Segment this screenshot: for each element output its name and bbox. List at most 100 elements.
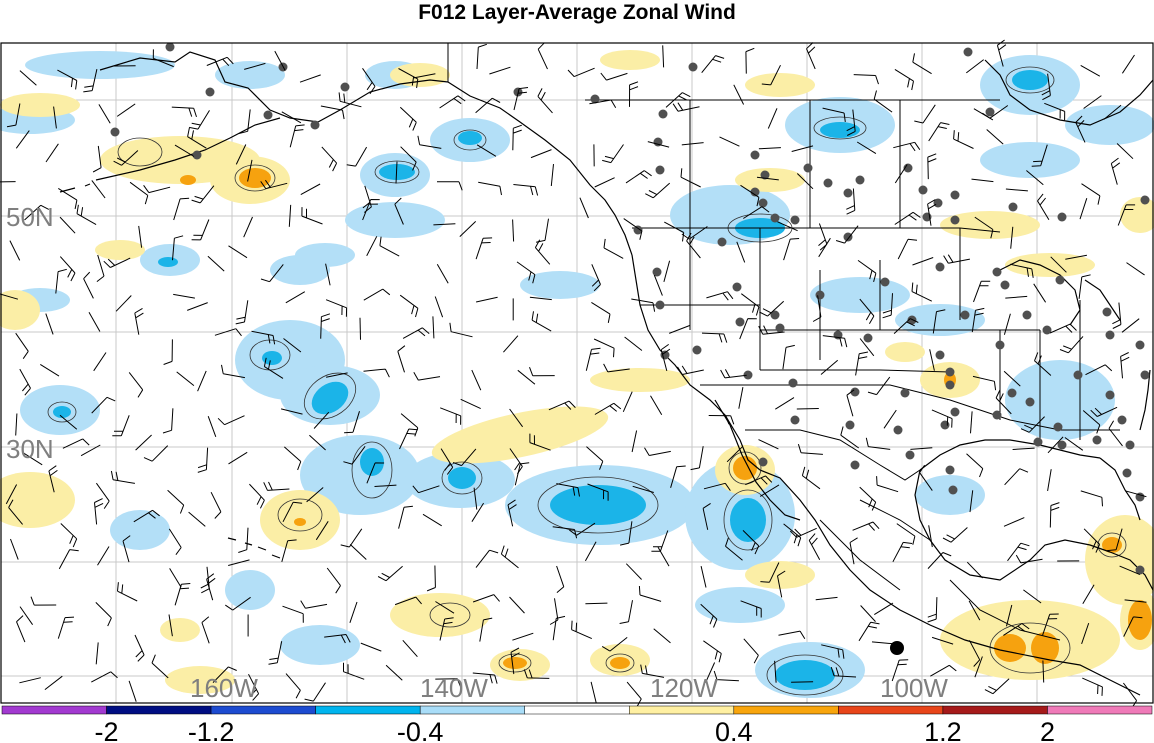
wind-barb [1082,584,1095,604]
wind-barb [112,415,130,437]
wind-barb [115,295,132,312]
wind-barb [1047,469,1052,491]
wind-barb [169,568,182,588]
wind-barb [1049,502,1060,528]
wind-barb [537,88,553,114]
wind-barb [513,87,529,111]
lat-label-50n: 50N [6,202,54,232]
wind-barb [820,359,839,375]
wind-barb [897,238,918,260]
wind-barb [700,603,718,628]
wind-barb [500,545,519,569]
wind-barb [549,598,559,625]
wind-barb [970,411,973,434]
wind-barb [45,313,54,335]
wind-barb [397,345,406,373]
wind-barb [593,338,615,358]
wind-barb [855,351,869,376]
wind-barb [705,662,716,683]
station-dots [110,42,1150,575]
wind-barb [15,130,30,149]
wind-barb [19,677,41,684]
wind-barb [1044,102,1066,121]
wind-barb [548,400,576,411]
wind-barb [740,600,762,618]
wind-barb [594,402,622,415]
wind-barb [1124,599,1147,603]
wind-barb [58,187,78,210]
wind-barb [189,110,210,130]
colorbar-swatch [1047,705,1153,715]
wind-barb [128,372,144,398]
wind-barb [422,513,442,527]
wind-barb [584,541,597,562]
wind-barb [59,414,78,430]
wind-barb [168,528,182,555]
wind-barb [586,446,604,470]
wind-barb [1041,73,1051,101]
chart-title: F012 Layer-Average Zonal Wind [418,1,736,24]
wind-barb [742,530,760,555]
wind-barb [531,311,552,332]
wind-barb [346,146,368,167]
wind-barb [440,448,454,475]
wind-barb [665,92,691,108]
wind-barb [759,300,785,317]
wind-barb [473,487,478,510]
wind-barb [282,605,304,623]
wind-barb [471,369,482,391]
wind-barb [366,462,385,484]
wind-barb [476,144,497,157]
wind-barb [171,106,197,118]
wind-barb [1121,54,1135,74]
wind-barb [865,437,891,450]
wind-barb [471,502,485,522]
wind-barb [756,176,779,181]
wind-barb [893,141,921,152]
wind-barb [894,68,914,91]
wind-barb [783,238,800,261]
wind-barb [801,466,821,490]
positive-anomaly-strong [180,168,1152,669]
wind-barb [883,409,897,429]
wind-barb [777,221,798,232]
wind-barb [95,482,110,509]
wind-barb [910,447,933,450]
wind-barb [385,664,403,681]
wind-barb [228,245,248,259]
wind-barb [91,671,118,683]
wind-barb [701,332,728,343]
wind-barb [433,223,456,226]
wind-barb [113,150,139,166]
wind-barb [9,240,21,261]
wind-barb [359,317,361,340]
wind-barb [1003,517,1025,527]
wind-barb [590,681,597,704]
wind-barb [703,640,722,663]
wind-barb [860,605,876,622]
wind-barb [83,271,94,299]
wind-barb [986,129,1004,145]
wind-barb [349,601,358,623]
lat-label-30n: 30N [6,434,54,464]
wind-barb [871,641,894,645]
wind-barb [206,56,234,67]
wind-barb [459,221,477,237]
wind-barb [821,644,845,659]
wind-barb [856,141,877,155]
wind-barb [472,672,498,684]
wind-barb [928,122,950,142]
wind-barb [315,521,329,541]
wind-barb [1123,616,1143,637]
colorbar-swatch [1,705,107,715]
plot-frame [0,42,1154,704]
wind-barb [686,232,701,259]
wind-barb [40,363,60,377]
wind-barb [306,487,324,503]
colorbar-swatch [629,705,735,715]
wind-barb [260,264,284,283]
wind-barb [172,235,184,261]
wind-barb [282,501,303,523]
wind-barb [248,673,260,701]
